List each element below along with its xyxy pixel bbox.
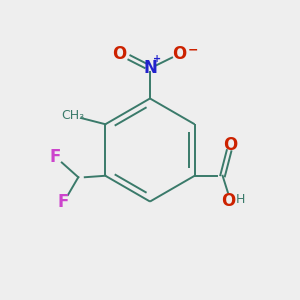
Text: F: F (49, 148, 60, 166)
Text: O: O (112, 45, 127, 63)
Text: CH₃: CH₃ (61, 110, 85, 122)
Text: O: O (223, 136, 237, 154)
Text: O: O (221, 192, 235, 210)
Text: N: N (143, 58, 157, 76)
Text: −: − (188, 44, 199, 57)
Text: F: F (58, 193, 69, 211)
Text: H: H (236, 193, 245, 206)
Text: O: O (172, 45, 187, 63)
Text: +: + (153, 54, 161, 64)
